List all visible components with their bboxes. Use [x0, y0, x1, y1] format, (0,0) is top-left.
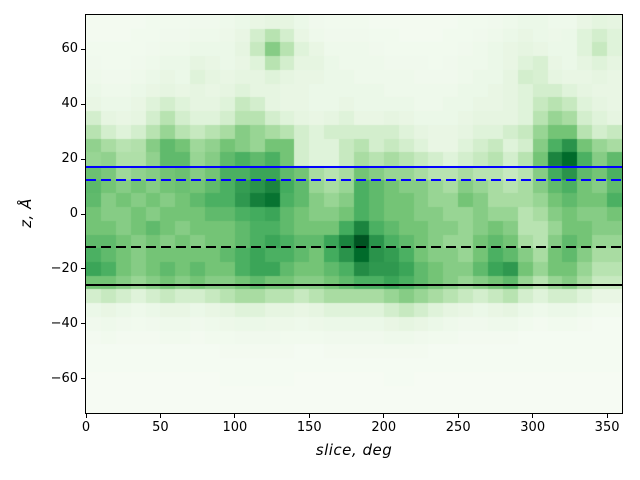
x-tick-mark [383, 414, 385, 418]
x-tick-label: 100 [222, 420, 248, 435]
blue-dashed-line [86, 178, 622, 181]
black-dashed-line [86, 245, 622, 248]
blue-solid-line [86, 166, 622, 169]
x-tick-label: 300 [520, 420, 546, 435]
y-tick-mark [81, 268, 85, 270]
black-solid-line [86, 284, 622, 287]
y-tick-mark [81, 48, 85, 50]
y-tick-label: 40 [61, 96, 78, 112]
x-tick-label: 350 [594, 420, 620, 435]
x-tick-label: 150 [296, 420, 322, 435]
x-tick-label: 50 [152, 420, 169, 435]
x-tick-mark [234, 414, 236, 418]
x-tick-mark [85, 414, 87, 418]
x-tick-label: 0 [81, 420, 91, 435]
y-tick-label: 60 [61, 41, 78, 57]
y-tick-label: 0 [69, 206, 78, 221]
y-tick-mark [81, 158, 85, 160]
y-tick-label: −40 [50, 315, 78, 331]
x-axis-label: slice, deg [315, 441, 393, 459]
x-tick-mark [532, 414, 534, 418]
y-tick-label: 20 [61, 151, 78, 167]
heatmap-canvas [86, 15, 622, 413]
y-tick-label: −20 [50, 260, 78, 276]
plot-area [85, 14, 623, 414]
y-tick-mark [81, 103, 85, 105]
x-tick-label: 250 [445, 420, 471, 435]
y-tick-mark [81, 378, 85, 380]
x-tick-mark [457, 414, 459, 418]
x-tick-mark [308, 414, 310, 418]
y-tick-label: −60 [50, 370, 78, 386]
x-tick-mark [159, 414, 161, 418]
x-tick-label: 200 [371, 420, 397, 435]
y-tick-mark [81, 213, 85, 215]
x-tick-mark [606, 414, 608, 418]
y-tick-mark [81, 323, 85, 325]
y-axis-label: z, Å [17, 198, 35, 228]
